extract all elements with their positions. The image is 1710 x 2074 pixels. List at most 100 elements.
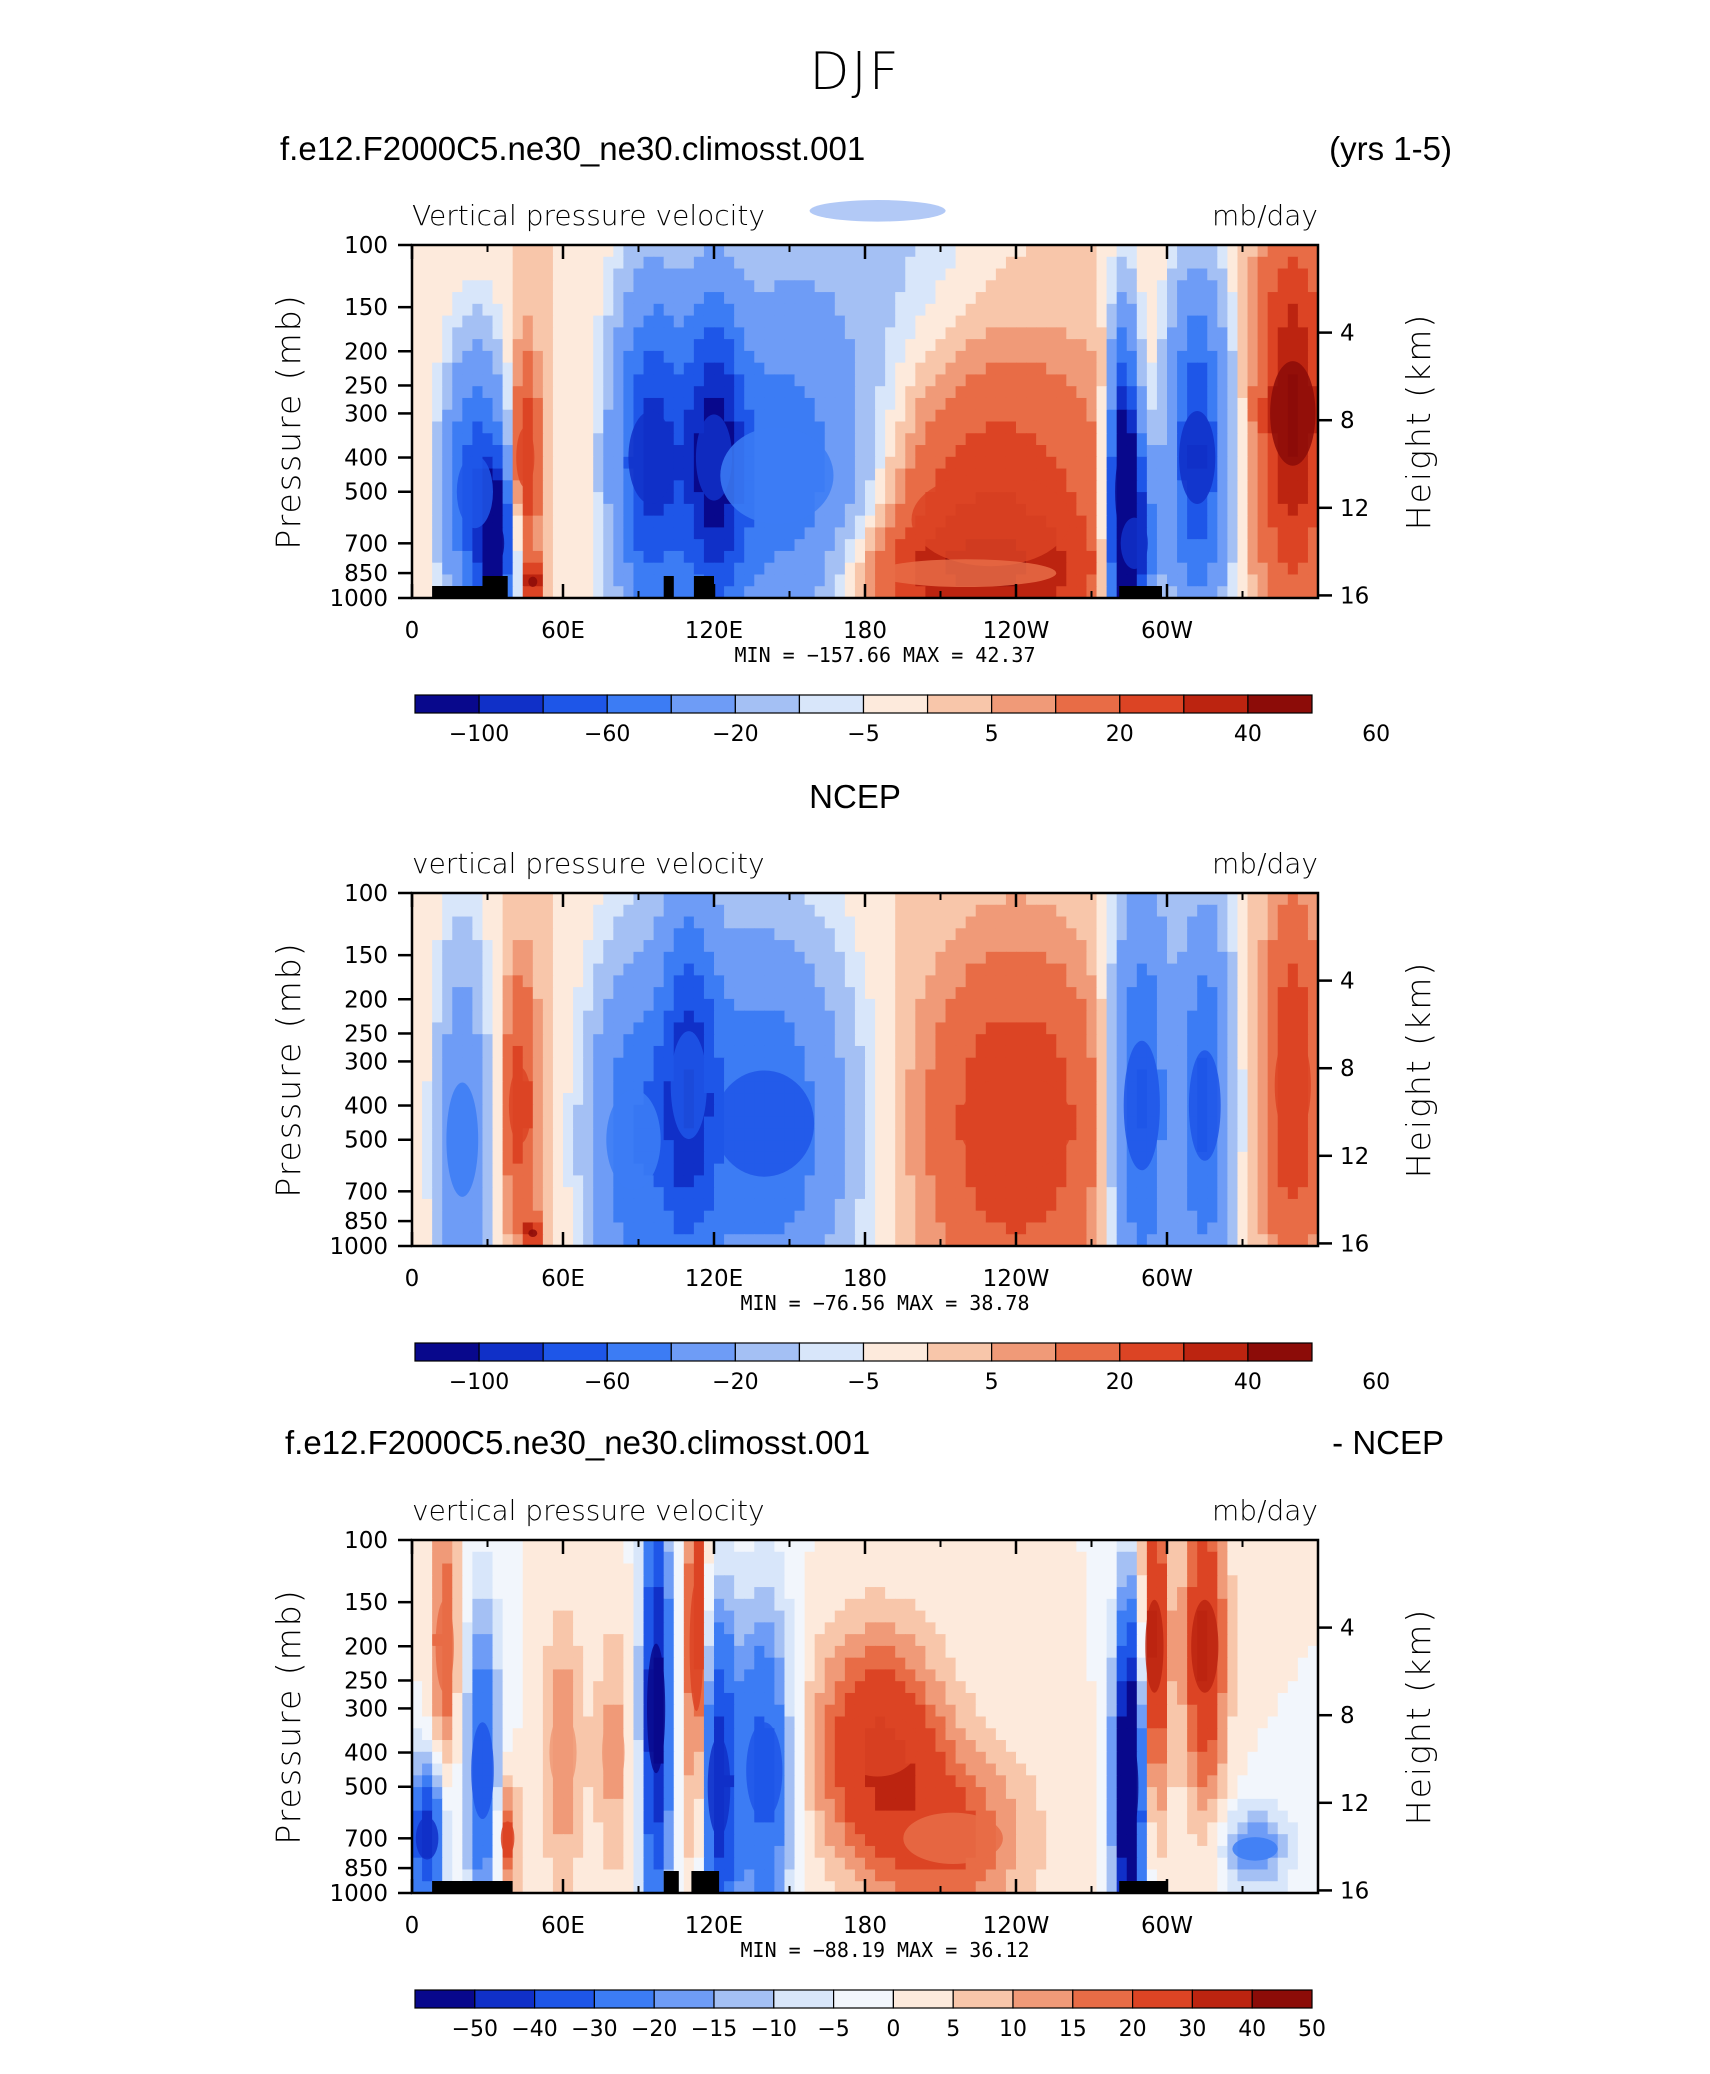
contour-cell bbox=[1056, 339, 1067, 352]
contour-cell bbox=[895, 1034, 906, 1047]
contour-cell bbox=[412, 350, 423, 364]
contour-cell bbox=[492, 1175, 504, 1188]
contour-cell bbox=[482, 1057, 494, 1071]
contour-cell bbox=[1096, 940, 1108, 953]
contour-cell bbox=[965, 374, 977, 387]
contour-cell bbox=[995, 303, 1007, 317]
contour-cell bbox=[633, 503, 645, 517]
contour-cell bbox=[1005, 256, 1017, 270]
contour-cell bbox=[965, 386, 977, 399]
contour-cell bbox=[744, 409, 755, 423]
contour-cell bbox=[703, 527, 715, 540]
contour-cell bbox=[1126, 374, 1138, 387]
contour-cell bbox=[1247, 916, 1259, 929]
contour-cell bbox=[573, 433, 584, 446]
contour-cell bbox=[1237, 527, 1249, 540]
contour-cell bbox=[1096, 374, 1108, 387]
contour-cell bbox=[1116, 1116, 1128, 1129]
contour-cell bbox=[1046, 550, 1057, 564]
contour-cell bbox=[482, 904, 494, 918]
contour-cell bbox=[563, 562, 574, 576]
contour-cell bbox=[925, 303, 937, 317]
contour-cell bbox=[1287, 515, 1299, 528]
contour-cell bbox=[1227, 280, 1239, 293]
contour-cell bbox=[734, 562, 745, 576]
contour-cell bbox=[1267, 362, 1279, 376]
contour-cell bbox=[1126, 386, 1138, 399]
contour-cell bbox=[1146, 893, 1158, 906]
contour-cell bbox=[462, 1034, 473, 1047]
contour-cell bbox=[724, 904, 735, 918]
contour-cell bbox=[1227, 268, 1239, 281]
contour-cell bbox=[1307, 527, 1319, 540]
contour-cell bbox=[865, 445, 876, 458]
contour-cell bbox=[1136, 492, 1148, 505]
contour-cell bbox=[603, 1022, 614, 1035]
contour-cell bbox=[865, 374, 876, 387]
contour-cell bbox=[925, 480, 937, 493]
contour-cell bbox=[955, 280, 967, 293]
contour-cell bbox=[462, 527, 473, 540]
contour-cell bbox=[1177, 409, 1188, 423]
contour-cell bbox=[422, 904, 433, 918]
contour-cell bbox=[1187, 362, 1198, 376]
contour-cell bbox=[854, 963, 866, 976]
contour-cell bbox=[1116, 550, 1128, 564]
contour-cell bbox=[744, 527, 755, 540]
contour-cell bbox=[754, 998, 765, 1012]
contour-cell bbox=[532, 1093, 544, 1106]
contour-cell bbox=[854, 433, 866, 446]
contour-cell bbox=[1307, 539, 1319, 552]
contour-cell bbox=[1066, 350, 1077, 364]
contour-cell bbox=[412, 409, 423, 423]
contour-cell bbox=[804, 421, 816, 434]
contour-cell bbox=[1237, 963, 1249, 976]
contour-cell bbox=[1217, 1010, 1228, 1024]
contour-cell bbox=[482, 940, 494, 953]
contour-cell bbox=[895, 550, 906, 564]
contour-cell bbox=[734, 1022, 745, 1035]
contour-cell bbox=[693, 339, 705, 352]
contour-cell bbox=[422, 445, 433, 458]
contour-cell bbox=[965, 963, 977, 976]
contour-cell bbox=[1247, 1116, 1259, 1129]
contour-cell bbox=[603, 916, 614, 929]
contour-cell bbox=[683, 456, 695, 470]
contour-cell bbox=[834, 421, 846, 434]
contour-cell bbox=[1086, 1022, 1098, 1035]
contour-cell bbox=[1026, 315, 1037, 328]
contour-cell bbox=[1287, 256, 1299, 270]
contour-cell bbox=[542, 374, 554, 387]
contour-cell bbox=[613, 492, 624, 505]
contour-cell bbox=[1187, 928, 1198, 941]
contour-cell bbox=[905, 409, 916, 423]
contour-cell bbox=[1237, 421, 1249, 434]
contour-cell bbox=[905, 998, 916, 1012]
contour-cell bbox=[1227, 503, 1239, 517]
contour-cell bbox=[774, 245, 786, 258]
contour-cell bbox=[1106, 362, 1118, 376]
contour-cell bbox=[824, 280, 836, 293]
contour-cell bbox=[502, 940, 514, 953]
contour-cell bbox=[512, 386, 524, 399]
contour-cell bbox=[603, 1163, 614, 1176]
contour-cell bbox=[905, 362, 916, 376]
contour-cell bbox=[1086, 1010, 1098, 1024]
contour-cell bbox=[1167, 362, 1178, 376]
contour-cell bbox=[814, 562, 826, 576]
contour-cell bbox=[623, 975, 635, 988]
contour-cell bbox=[834, 315, 846, 328]
contour-cell bbox=[593, 374, 604, 387]
contour-cell bbox=[925, 940, 937, 953]
contour-cell bbox=[552, 492, 564, 505]
contour-cell bbox=[693, 374, 705, 387]
contour-cell bbox=[1307, 562, 1319, 576]
contour-cell bbox=[804, 339, 816, 352]
contour-cell bbox=[613, 904, 624, 918]
contour-cell bbox=[1257, 433, 1269, 446]
contour-cell bbox=[603, 374, 614, 387]
contour-cell bbox=[462, 374, 473, 387]
contour-cell bbox=[532, 480, 544, 493]
contour-cell bbox=[1267, 586, 1279, 599]
contour-cell bbox=[1156, 1104, 1168, 1118]
